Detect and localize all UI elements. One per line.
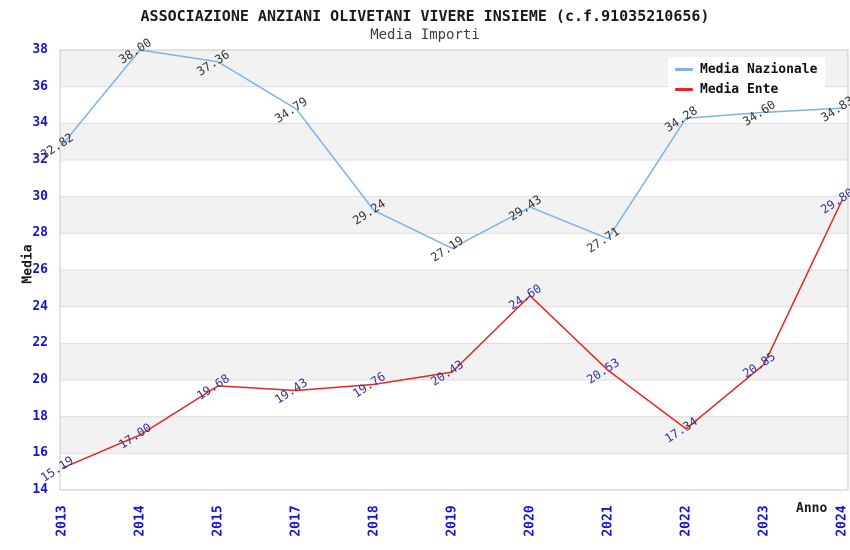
plot-border	[59, 49, 849, 491]
x-tick-label: 2023	[756, 505, 772, 537]
y-tick-label: 18	[32, 408, 48, 424]
y-tick-label: 24	[32, 298, 48, 314]
plot-band	[60, 306, 848, 344]
data-label-media-nazionale: 27.71	[584, 223, 622, 256]
chart-title: ASSOCIAZIONE ANZIANI OLIVETANI VIVERE IN…	[140, 7, 710, 25]
data-label-media-nazionale: 34.79	[272, 94, 310, 126]
data-label-media-ente: 19.43	[272, 375, 310, 408]
data-label-media-ente: 17.34	[662, 414, 700, 446]
data-label-media-ente: 17.00	[116, 420, 154, 452]
series-line-media-nazionale	[61, 49, 843, 249]
x-tick-label: 2022	[678, 505, 694, 537]
x-tick-label: 2020	[522, 505, 538, 537]
legend-item-media-nazionale: Media Nazionale	[675, 59, 825, 79]
x-axis-label: Anno	[796, 501, 828, 516]
data-label-media-ente: 24.60	[506, 280, 544, 313]
plot-band	[60, 416, 848, 454]
x-tick-label: 2015	[210, 505, 226, 537]
legend-item-media-ente: Media Ente	[675, 79, 825, 99]
y-tick-label: 38	[32, 42, 48, 57]
data-label-media-ente: 19.76	[350, 369, 388, 402]
data-label-media-nazionale: 27.19	[428, 233, 466, 265]
series-line-media-ente	[61, 200, 843, 469]
y-tick-label: 14	[32, 482, 48, 497]
y-tick-label: 16	[32, 445, 48, 461]
y-tick-label: 22	[32, 335, 48, 351]
y-axis-label: Media	[20, 244, 36, 284]
x-tick-label: 2019	[444, 505, 460, 537]
data-label-media-nazionale: 34.28	[662, 103, 700, 135]
legend: Media Nazionale Media Ente	[668, 57, 825, 101]
x-tick-label: 2021	[600, 505, 616, 537]
x-tick-label: 2017	[288, 505, 304, 537]
x-tick-label: 2014	[132, 505, 148, 537]
data-label-media-ente: 29.80	[818, 185, 850, 218]
data-label-media-nazionale: 29.43	[506, 192, 544, 224]
x-tick-label: 2024	[834, 505, 850, 537]
plot-band	[60, 270, 848, 307]
plot-band	[60, 160, 848, 197]
plot-band	[60, 196, 848, 234]
y-tick-label: 20	[32, 372, 48, 387]
data-label-media-ente: 19.68	[194, 371, 232, 403]
plot-band	[60, 233, 848, 270]
x-tick-label: 2013	[54, 505, 70, 537]
data-label-media-nazionale: 37.36	[194, 46, 232, 79]
y-tick-label: 26	[32, 262, 48, 277]
data-label-media-ente: 20.53	[584, 355, 622, 387]
y-tick-label: 28	[32, 225, 48, 241]
y-tick-label: 30	[32, 188, 48, 204]
y-tick-label: 34	[32, 115, 48, 131]
y-tick-label: 36	[32, 78, 48, 94]
legend-swatch-media-ente	[675, 87, 693, 91]
data-label-media-ente: 20.85	[740, 349, 778, 382]
legend-label: Media Nazionale	[700, 61, 818, 77]
data-label-media-nazionale: 29.24	[350, 195, 388, 228]
plot-band	[60, 380, 848, 417]
y-tick-label: 32	[32, 152, 48, 167]
plot-band	[60, 123, 848, 160]
plot-band	[60, 343, 848, 380]
legend-label: Media Ente	[700, 81, 779, 97]
chart-subtitle: Media Importi	[370, 27, 480, 43]
data-label-media-ente: 20.43	[428, 357, 466, 389]
data-label-media-nazionale: 32.82	[38, 130, 76, 162]
x-tick-label: 2018	[366, 505, 382, 537]
data-label-media-nazionale: 34.60	[740, 97, 778, 130]
plot-band	[60, 453, 848, 490]
legend-swatch-media-nazionale	[675, 67, 693, 71]
